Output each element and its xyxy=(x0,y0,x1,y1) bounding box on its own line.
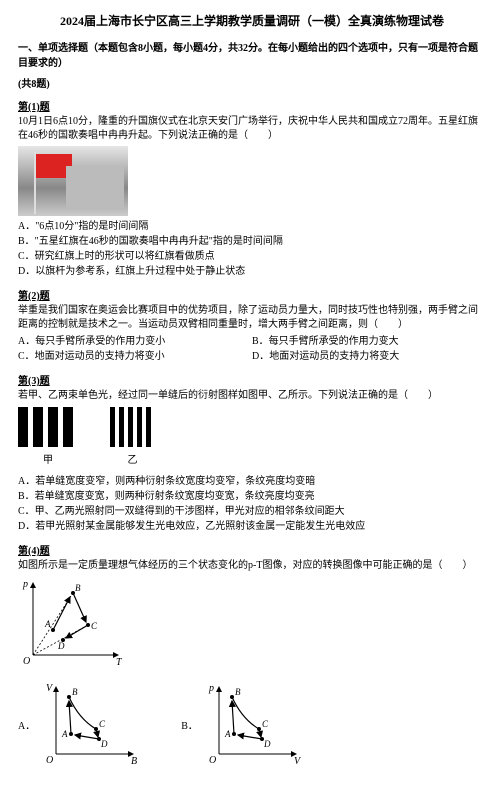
q3-choice-b: B．若单缝宽度变宽，则两种衍射条纹宽度均变宽，条纹亮度均变亮 xyxy=(18,489,486,504)
q3-text: 若甲、乙两束单色光，经过同一单缝后的衍射图样如图甲、乙所示。下列说法正确的是（ … xyxy=(18,389,486,403)
q3-choice-a: A．若单缝宽度变窄，则两种衍射条纹宽度均变窄，条纹亮度均变暗 xyxy=(18,474,486,489)
svg-text:B: B xyxy=(72,687,78,697)
svg-text:D: D xyxy=(100,739,108,749)
svg-text:D: D xyxy=(57,641,65,651)
q4-options-row: A． V B O B A C D xyxy=(18,679,486,769)
svg-text:C: C xyxy=(99,719,106,729)
q2-choice-a: A．每只手臂所承受的作用力变小 xyxy=(18,334,252,349)
building xyxy=(66,166,124,208)
svg-text:B: B xyxy=(75,583,81,593)
q1-photo xyxy=(18,146,128,216)
svg-text:V: V xyxy=(46,683,54,694)
svg-text:B: B xyxy=(235,687,241,697)
section-count: (共8题) xyxy=(18,75,486,90)
q2-choices: A．每只手臂所承受的作用力变小 B．每只手臂所承受的作用力变大 C．地面对运动员… xyxy=(18,334,486,364)
axis-p: p xyxy=(22,579,28,590)
q1-choice-d: D．以旗杆为参考系，红旗上升过程中处于静止状态 xyxy=(18,264,486,279)
svg-text:A: A xyxy=(224,729,231,739)
q1-label: 第(1)题 xyxy=(18,98,486,113)
slit-a-svg xyxy=(18,407,78,449)
svg-text:C: C xyxy=(91,621,98,631)
q3-choice-c: C．甲、乙两光照射同一双缝得到的干涉图样，甲光对应的相邻条纹间距大 xyxy=(18,504,486,519)
slit-group-b: 乙 xyxy=(110,407,155,466)
q3-slits: 甲 乙 xyxy=(18,407,486,466)
q1-choices: A．"6点10分"指的是时间间隔 B．"五星红旗在46秒的国歌奏唱中冉冉升起"指… xyxy=(18,219,486,279)
slit-group-a: 甲 xyxy=(18,407,78,466)
axis-O: O xyxy=(23,656,30,667)
q4-option-a: A． V B O B A C D xyxy=(18,679,141,769)
svg-text:O: O xyxy=(46,755,53,766)
q4-vb-graph-a: V B O B A C D xyxy=(41,679,141,769)
slit-b-label: 乙 xyxy=(110,451,155,466)
slit-a-label: 甲 xyxy=(18,451,78,466)
svg-text:V: V xyxy=(294,756,302,767)
q4-pv-graph-b: p V O B A C D xyxy=(204,679,304,769)
q3-choices: A．若单缝宽度变窄，则两种衍射条纹宽度均变窄，条纹亮度均变暗 B．若单缝宽度变宽… xyxy=(18,474,486,534)
q1-choice-b: B．"五星红旗在46秒的国歌奏唱中冉冉升起"指的是时间间隔 xyxy=(18,234,486,249)
q2-text: 举重是我们国家在奥运会比赛项目中的优势项目，除了运动员力量大，同时技巧性也特别强… xyxy=(18,304,486,332)
axis-T: T xyxy=(116,657,123,668)
svg-text:A: A xyxy=(44,619,51,629)
q3-label: 第(3)题 xyxy=(18,372,486,387)
svg-text:B: B xyxy=(131,756,137,767)
slit-b-svg xyxy=(110,407,155,449)
q4-pt-graph: p T O A B C D xyxy=(18,575,128,670)
svg-text:A: A xyxy=(61,729,68,739)
q2-choice-c: C．地面对运动员的支持力将变小 xyxy=(18,349,252,364)
q4-option-b: B． p V O B A C D xyxy=(181,679,304,769)
q4-opt-a-label: A． xyxy=(18,717,35,732)
q2-label: 第(2)题 xyxy=(18,287,486,302)
q4-opt-b-label: B． xyxy=(181,717,198,732)
svg-text:p: p xyxy=(208,683,214,694)
page-title: 2024届上海市长宁区高三上学期教学质量调研（一模）全真演练物理试卷 xyxy=(18,12,486,29)
q4-label: 第(4)题 xyxy=(18,542,486,557)
q1-choice-a: A．"6点10分"指的是时间间隔 xyxy=(18,219,486,234)
section-header: 一、单项选择题（本题包含8小题，每小题4分，共32分。在每小题给出的四个选项中，… xyxy=(18,39,486,69)
q2-choice-b: B．每只手臂所承受的作用力变大 xyxy=(252,334,486,349)
svg-text:O: O xyxy=(209,755,216,766)
svg-text:C: C xyxy=(262,719,269,729)
q4-text: 如图所示是一定质量理想气体经历的三个状态变化的p-T图像，对应的转换图像中可能正… xyxy=(18,559,486,573)
q1-choice-c: C．研究红旗上时的形状可以将红旗看做质点 xyxy=(18,249,486,264)
q1-text: 10月1日6点10分，隆重的升国旗仪式在北京天安门广场举行，庆祝中华人民共和国成… xyxy=(18,115,486,143)
q2-choice-d: D．地面对运动员的支持力将变大 xyxy=(252,349,486,364)
svg-text:D: D xyxy=(263,739,271,749)
q3-choice-d: D．若甲光照射某金属能够发生光电效应，乙光照射该金属一定能发生光电效应 xyxy=(18,519,486,534)
